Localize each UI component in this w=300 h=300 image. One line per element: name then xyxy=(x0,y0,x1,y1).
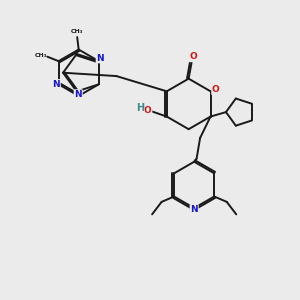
Text: H: H xyxy=(136,103,144,112)
Text: N: N xyxy=(52,80,60,89)
Text: O: O xyxy=(144,106,152,115)
Text: O: O xyxy=(212,85,220,94)
Text: O: O xyxy=(189,52,197,62)
Text: N: N xyxy=(190,205,198,214)
Text: N: N xyxy=(74,90,82,99)
Text: CH₃: CH₃ xyxy=(35,53,48,58)
Text: CH₃: CH₃ xyxy=(71,28,83,34)
Text: N: N xyxy=(96,54,104,63)
